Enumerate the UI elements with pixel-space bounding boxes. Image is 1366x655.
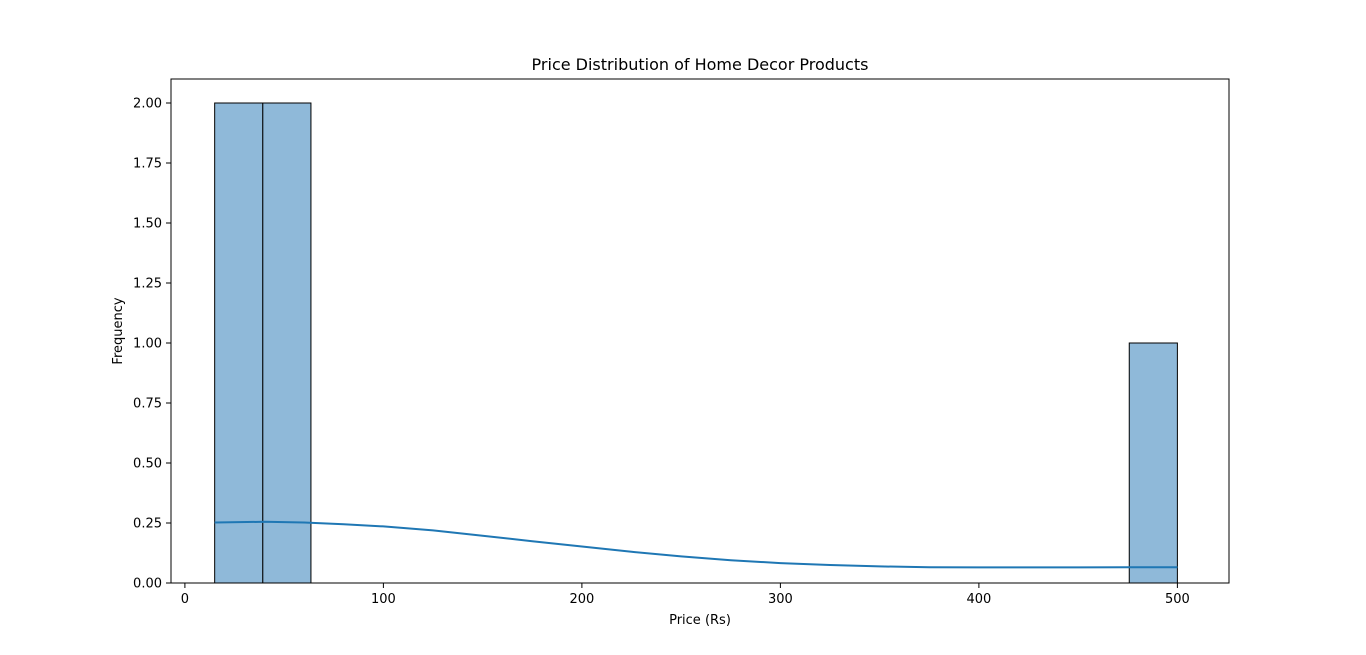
x-axis: 0 100 200 300 400 500 xyxy=(181,583,1190,607)
kde-line xyxy=(214,520,1178,569)
y-tick-label: 1.75 xyxy=(133,157,162,172)
y-tick-label: 2.00 xyxy=(133,97,162,112)
histogram-bar-0 xyxy=(214,102,264,584)
plot-frame xyxy=(170,78,1230,584)
x-tick-label: 400 xyxy=(966,592,991,607)
y-axis-label: Frequency xyxy=(111,297,126,364)
y-tick-label: 0.00 xyxy=(133,577,162,592)
chart-title: Price Distribution of Home Decor Product… xyxy=(532,55,869,74)
bars-layer xyxy=(214,102,1178,584)
x-tick-label: 0 xyxy=(181,592,189,607)
x-tick-label: 300 xyxy=(768,592,793,607)
x-tick-label: 200 xyxy=(569,592,594,607)
x-tick-label: 100 xyxy=(371,592,396,607)
y-axis: 0.00 0.25 0.50 0.75 1.00 1.25 1.50 1.75 2.00 xyxy=(133,97,171,592)
y-tick-label: 1.25 xyxy=(133,277,162,292)
y-tick-label: 0.50 xyxy=(133,457,162,472)
y-tick-label: 1.00 xyxy=(133,337,162,352)
y-tick-label: 0.75 xyxy=(133,397,162,412)
histogram-bar-1 xyxy=(262,102,312,584)
x-axis-label: Price (Rs) xyxy=(669,613,731,628)
x-tick-label: 500 xyxy=(1165,592,1190,607)
histogram-bar-2 xyxy=(1128,342,1178,584)
y-tick-label: 1.50 xyxy=(133,217,162,232)
y-tick-label: 0.25 xyxy=(133,517,162,532)
